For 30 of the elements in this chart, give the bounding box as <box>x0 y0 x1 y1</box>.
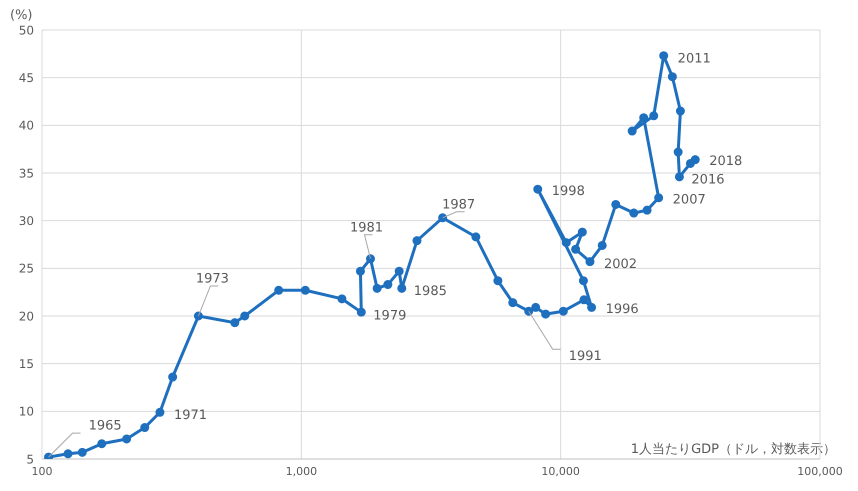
annotation: 1981 <box>350 220 384 236</box>
y-tick-label: 40 <box>18 118 34 133</box>
x-tick-label: 1,000 <box>286 464 318 478</box>
annotation: 2011 <box>678 51 711 66</box>
annotation: 1979 <box>373 308 406 324</box>
y-tick-label: 5 <box>26 452 34 466</box>
y-tick-label: 20 <box>18 309 34 324</box>
y-tick-label: 35 <box>18 166 34 180</box>
annotation: 1973 <box>196 272 229 287</box>
annotation: 2016 <box>691 172 725 188</box>
annotation: 1971 <box>174 408 208 423</box>
annotation: 2007 <box>672 192 706 208</box>
annotation: 1998 <box>552 184 585 199</box>
y-tick-label: 25 <box>18 262 34 276</box>
y-tick-label: 45 <box>18 70 34 85</box>
annotation: 1985 <box>414 284 447 299</box>
annotation: 2002 <box>604 257 638 272</box>
y-tick-label: 15 <box>18 356 34 371</box>
annotation: 1965 <box>88 418 122 434</box>
x-tick-label: 100,000 <box>797 464 843 478</box>
y-tick-label: 50 <box>18 23 34 38</box>
y-tick-label: 10 <box>18 404 34 419</box>
annotation: 2018 <box>709 154 742 170</box>
x-tick-label: 100 <box>32 464 52 478</box>
annotation: 1996 <box>606 302 639 317</box>
y-axis-title: (%) <box>10 8 32 23</box>
x-tick-label: 10,000 <box>541 464 580 478</box>
annotation: 1991 <box>568 348 602 364</box>
y-tick-label: 30 <box>18 214 34 228</box>
annotation: 1987 <box>442 197 476 212</box>
